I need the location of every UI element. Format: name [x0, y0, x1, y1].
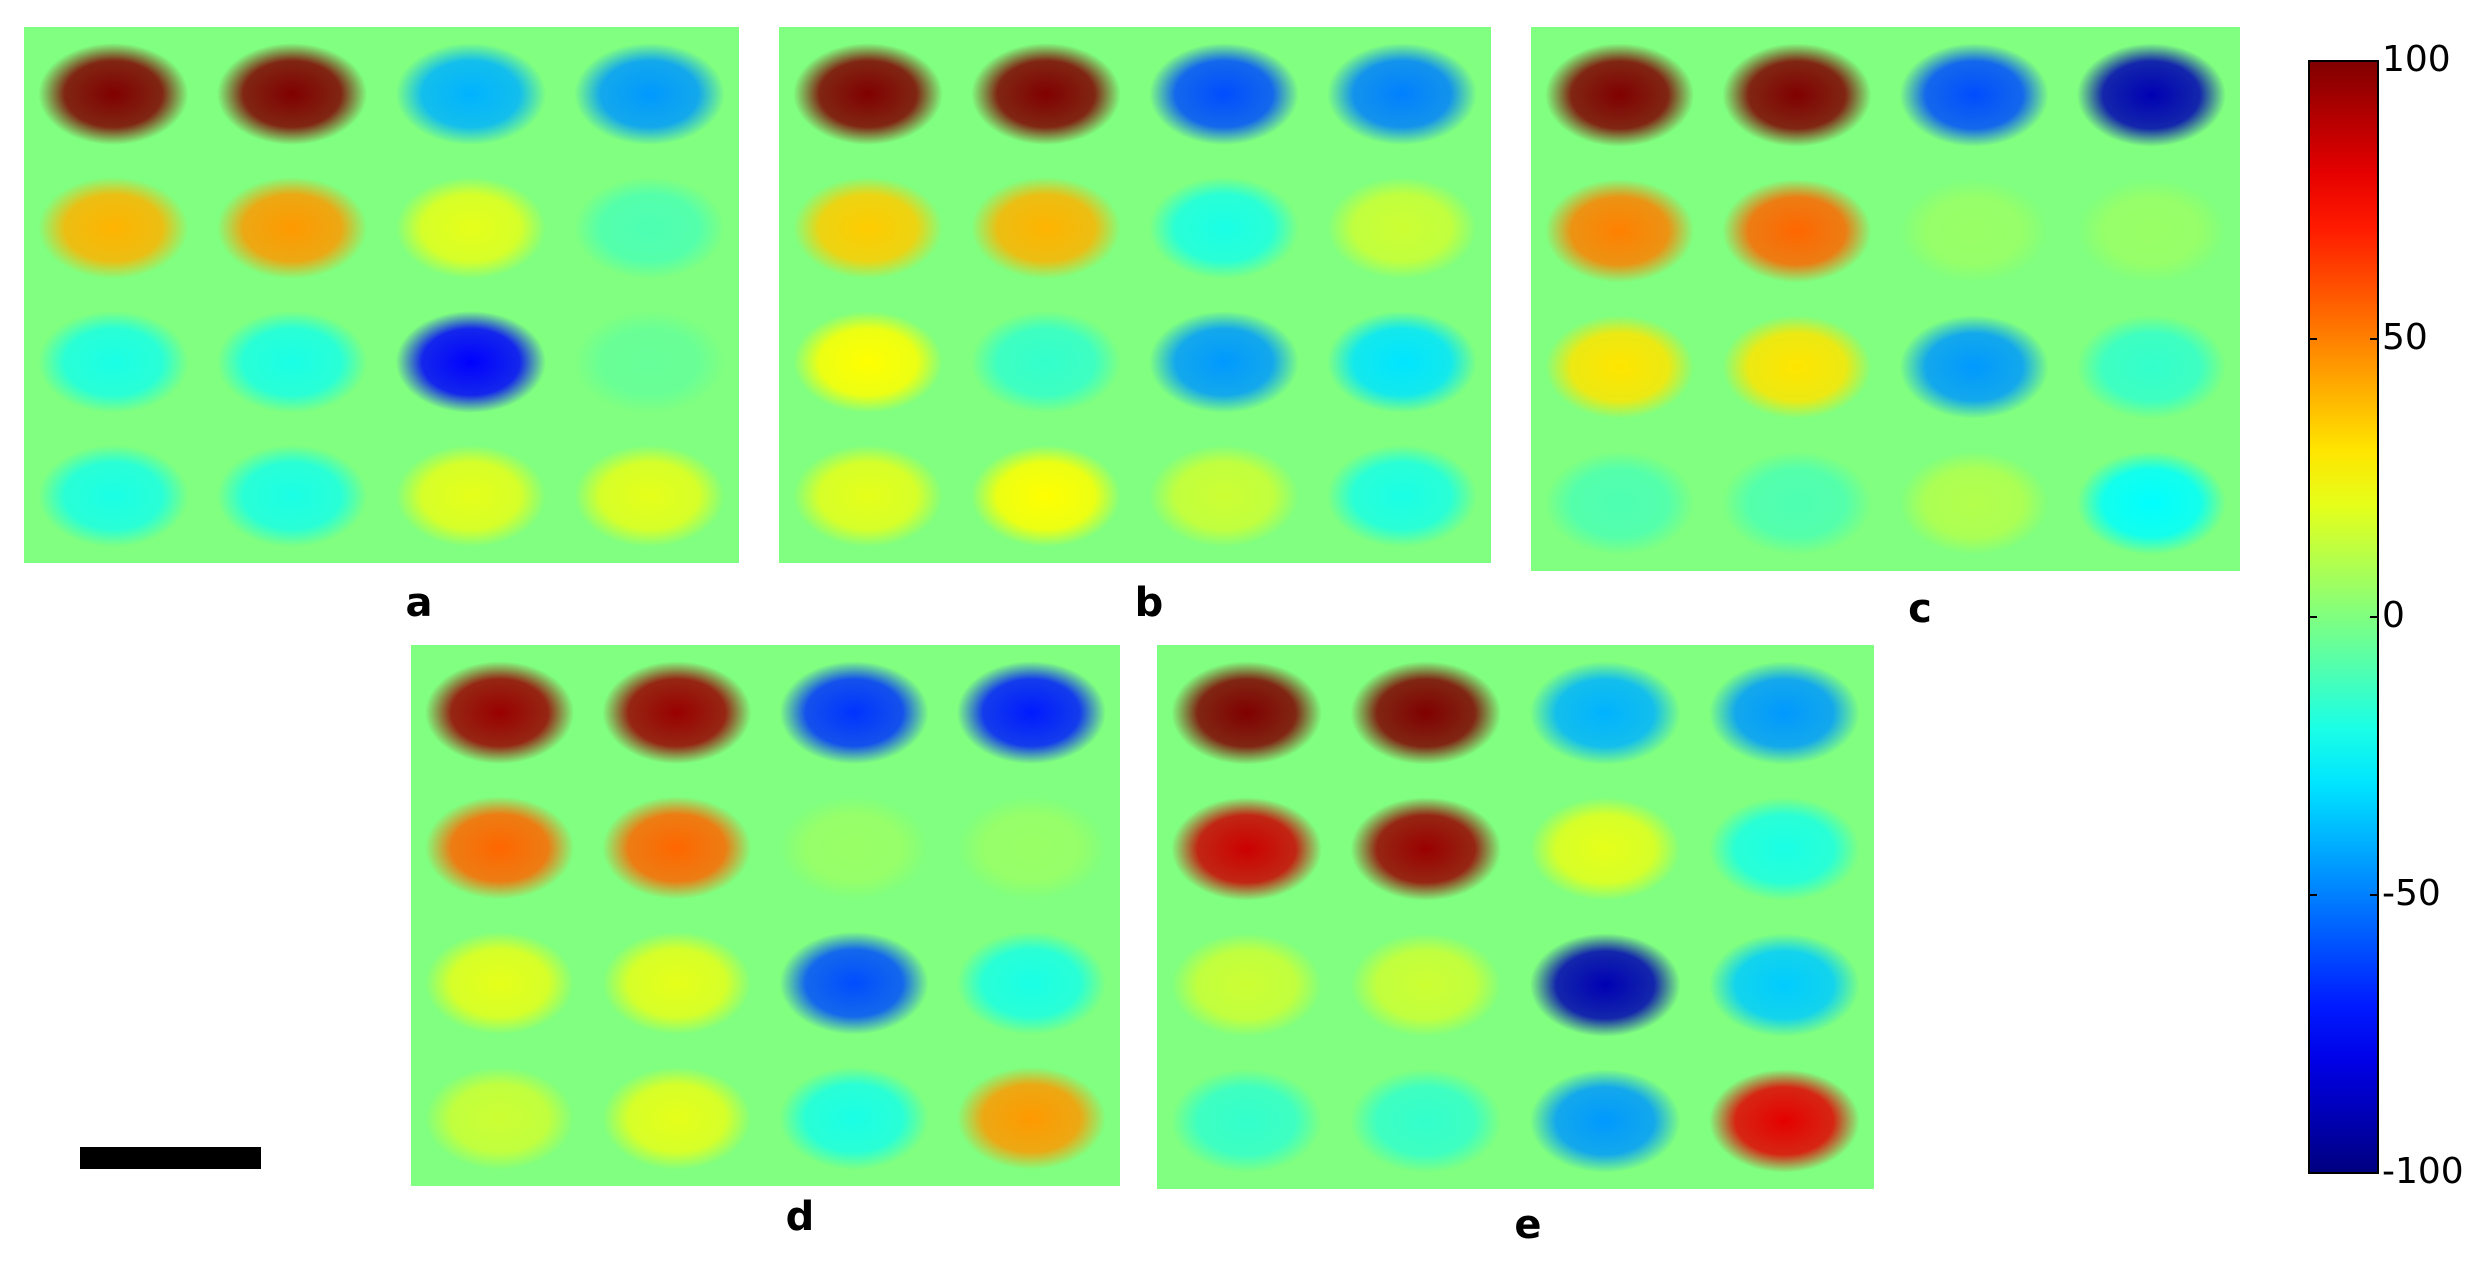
heatmap-blob	[1545, 179, 1695, 283]
heatmap-blob	[38, 311, 189, 413]
heatmap-blob	[217, 43, 368, 145]
heatmap-blob	[1722, 315, 1872, 419]
heatmap-blob	[1149, 445, 1299, 547]
heatmap-blob	[217, 445, 368, 547]
heatmap-panel	[1157, 645, 1874, 1189]
scale-bar	[80, 1147, 261, 1169]
heatmap-blob	[779, 796, 929, 900]
heatmap-blob	[1899, 451, 2049, 555]
heatmap-blob	[395, 177, 546, 279]
colorbar-tick-label: 100	[2382, 39, 2451, 80]
heatmap-blob	[574, 445, 725, 547]
heatmap-panel	[24, 27, 739, 563]
heatmap-blob	[602, 1066, 752, 1170]
heatmap-blob	[971, 445, 1121, 547]
heatmap-blob	[956, 796, 1106, 900]
heatmap-blob	[971, 177, 1121, 279]
heatmap-blob	[2076, 315, 2226, 419]
heatmap-blob	[425, 661, 575, 765]
heatmap-blob	[1545, 451, 1695, 555]
heatmap-blob	[1171, 933, 1322, 1037]
heatmap-blob	[1350, 1069, 1502, 1173]
heatmap-blob	[1529, 1069, 1681, 1173]
heatmap-blob	[793, 177, 943, 279]
heatmap-blob	[1709, 1069, 1860, 1173]
heatmap-blob	[956, 661, 1106, 765]
heatmap-blob	[2076, 179, 2226, 283]
heatmap-blob	[395, 445, 546, 547]
heatmap-blob	[793, 43, 943, 145]
heatmap-panel	[1531, 27, 2240, 571]
heatmap-blob	[1545, 43, 1695, 147]
heatmap-blob	[1529, 661, 1681, 765]
heatmap-blob	[217, 177, 368, 279]
colorbar-tick-label: 50	[2382, 317, 2428, 358]
heatmap-blob	[1327, 311, 1477, 413]
heatmap-blob	[956, 1066, 1106, 1170]
heatmap-blob	[779, 661, 929, 765]
heatmap-blob	[395, 43, 546, 145]
heatmap-blob	[38, 43, 189, 145]
heatmap-blob	[574, 311, 725, 413]
heatmap-blob	[1327, 43, 1477, 145]
heatmap-blob	[1327, 445, 1477, 547]
colorbar-tick-label: -100	[2382, 1151, 2464, 1192]
heatmap-blob	[1709, 797, 1860, 901]
heatmap-blob	[1899, 43, 2049, 147]
colorbar	[2308, 60, 2379, 1174]
heatmap-blob	[574, 43, 725, 145]
heatmap-blob	[971, 311, 1121, 413]
heatmap-blob	[793, 445, 943, 547]
heatmap-blob	[1350, 661, 1502, 765]
heatmap-blob	[1899, 315, 2049, 419]
heatmap-blob	[602, 931, 752, 1035]
heatmap-panel	[411, 645, 1120, 1186]
heatmap-blob	[2076, 43, 2226, 147]
heatmap-blob	[1545, 315, 1695, 419]
heatmap-blob	[1529, 933, 1681, 1037]
heatmap-panel	[779, 27, 1491, 563]
heatmap-blob	[602, 796, 752, 900]
colorbar-tick-label: 0	[2382, 595, 2405, 636]
heatmap-blob	[395, 311, 546, 413]
heatmap-blob	[602, 661, 752, 765]
heatmap-blob	[574, 177, 725, 279]
heatmap-blob	[38, 445, 189, 547]
heatmap-blob	[956, 931, 1106, 1035]
heatmap-blob	[1149, 43, 1299, 145]
heatmap-blob	[1171, 797, 1322, 901]
heatmap-blob	[1722, 43, 1872, 147]
heatmap-blob	[793, 311, 943, 413]
heatmap-blob	[1171, 1069, 1322, 1173]
heatmap-blob	[1350, 797, 1502, 901]
heatmap-blob	[779, 931, 929, 1035]
panel-label: e	[1514, 1202, 1541, 1248]
heatmap-blob	[971, 43, 1121, 145]
heatmap-blob	[1171, 661, 1322, 765]
panel-label: a	[406, 580, 433, 626]
panel-label: b	[1135, 580, 1164, 626]
heatmap-blob	[1709, 933, 1860, 1037]
heatmap-blob	[1350, 933, 1502, 1037]
heatmap-blob	[1149, 177, 1299, 279]
heatmap-blob	[217, 311, 368, 413]
heatmap-blob	[425, 1066, 575, 1170]
heatmap-blob	[2076, 451, 2226, 555]
heatmap-blob	[425, 931, 575, 1035]
panel-label: d	[786, 1194, 815, 1240]
heatmap-blob	[38, 177, 189, 279]
heatmap-blob	[425, 796, 575, 900]
heatmap-blob	[779, 1066, 929, 1170]
heatmap-blob	[1149, 311, 1299, 413]
heatmap-blob	[1709, 661, 1860, 765]
colorbar-tick-label: -50	[2382, 873, 2441, 914]
panel-label: c	[1908, 586, 1932, 632]
heatmap-blob	[1722, 451, 1872, 555]
heatmap-blob	[1529, 797, 1681, 901]
heatmap-blob	[1722, 179, 1872, 283]
heatmap-blob	[1327, 177, 1477, 279]
heatmap-blob	[1899, 179, 2049, 283]
